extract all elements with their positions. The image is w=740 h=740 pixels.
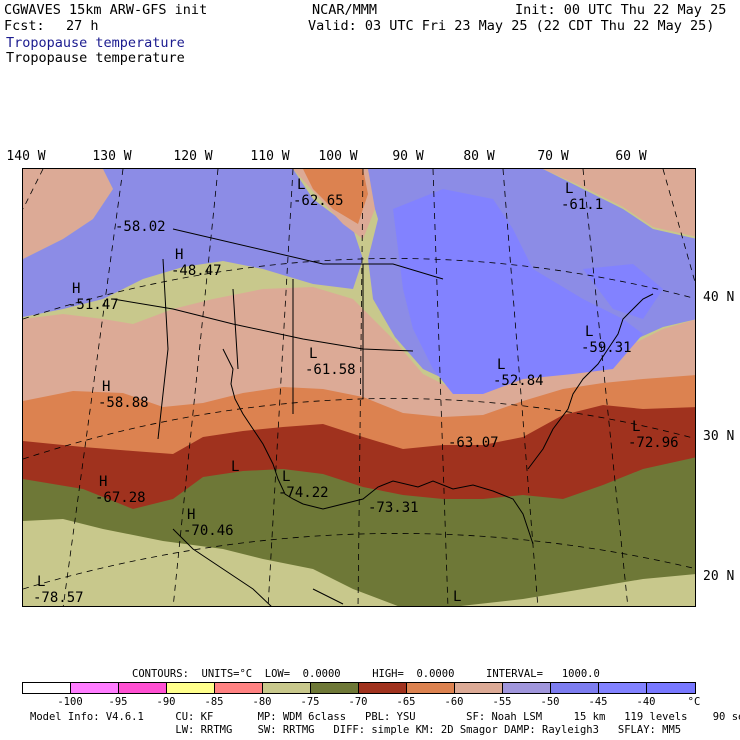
map-value-label: -72.96: [628, 435, 679, 451]
map-panel: L -62.65 L -61.1 -58.02 H -48.47 H -51.47 L -59.31…: [22, 168, 696, 607]
low-marker: L: [297, 177, 306, 193]
colorbar-tick-label: -70: [348, 696, 368, 708]
map-value-label: -67.28: [95, 490, 146, 506]
colorbar-tick-label: -90: [156, 696, 176, 708]
field-title-secondary: Tropopause temperature: [6, 50, 185, 66]
org-label: NCAR/MMM: [312, 2, 378, 18]
longitude-label: 130 W: [92, 149, 132, 164]
low-marker: L: [282, 469, 291, 485]
colorbar-swatch: [23, 683, 71, 693]
colorbar-swatch: [455, 683, 503, 693]
map-value-label: -62.65: [293, 193, 344, 209]
map-value-label: -58.02: [115, 219, 166, 235]
map-value-label: -63.07: [448, 435, 499, 451]
map-value-label: -74.22: [278, 485, 329, 501]
low-marker: L: [565, 181, 574, 197]
valid-time: Valid: 03 UTC Fri 23 May 25 (22 CDT Thu …: [308, 18, 715, 34]
tropopause-temperature-map: [23, 169, 695, 606]
map-value-label: -51.47: [68, 297, 119, 313]
high-marker: H: [187, 507, 196, 523]
colorbar-tick-label: °C: [687, 696, 701, 708]
longitude-label: 110 W: [250, 149, 290, 164]
colorbar-swatch: [311, 683, 359, 693]
map-value-label: -61.58: [305, 362, 356, 378]
colorbar-swatch: [167, 683, 215, 693]
model-info-line1: Model Info: V4.6.1 CU: KF MP: WDM 6class…: [30, 711, 740, 723]
map-value-label: -58.88: [98, 395, 149, 411]
model-info-line2: LW: RRTMG SW: RRTMG DIFF: simple KM: 2D …: [30, 724, 682, 736]
colorbar-tick-label: -40: [636, 696, 656, 708]
colorbar-swatch: [599, 683, 647, 693]
high-marker: H: [175, 247, 184, 263]
low-marker: L: [453, 589, 462, 605]
colorbar-swatch: [215, 683, 263, 693]
colorbar-swatch: [407, 683, 455, 693]
low-marker: L: [37, 574, 46, 590]
fill-region-pink: [23, 287, 695, 417]
colorbar-swatch: [503, 683, 551, 693]
colorbar-swatch: [359, 683, 407, 693]
longitude-label: 140 W: [6, 149, 46, 164]
longitude-label: 90 W: [392, 149, 424, 164]
longitude-label: 60 W: [615, 149, 647, 164]
colorbar-swatch: [71, 683, 119, 693]
colorbar-tick-label: -65: [396, 696, 416, 708]
map-value-label: -48.47: [171, 263, 222, 279]
fill-region-pink2: [23, 169, 113, 259]
map-value-label: -78.57: [33, 590, 84, 606]
map-value-label: -52.84: [493, 373, 544, 389]
geographic-boundaries: [112, 228, 654, 606]
colorbar-tick-label: -60: [444, 696, 464, 708]
low-marker: L: [309, 346, 318, 362]
colorbar-tick-label: -45: [588, 696, 608, 708]
contours-info: CONTOURS: UNITS=°C LOW= 0.0000 HIGH= 0.0…: [132, 668, 600, 680]
fill-region-blue: [393, 189, 643, 394]
colorbar-tick-label: -85: [204, 696, 224, 708]
longitude-label: 100 W: [318, 149, 358, 164]
colorbar-tick-label: -75: [300, 696, 320, 708]
colorbar-swatch: [263, 683, 311, 693]
fcst-label: Fcst:: [4, 18, 45, 34]
latitude-label: 40 N: [703, 290, 735, 305]
map-value-label: -59.31: [581, 340, 632, 356]
latitude-label: 20 N: [703, 569, 735, 584]
lat-lon-grid: [23, 169, 695, 606]
longitude-label: 120 W: [173, 149, 213, 164]
high-marker: H: [72, 281, 81, 297]
colorbar-tick-label: -95: [108, 696, 128, 708]
low-marker: L: [231, 459, 240, 475]
colorbar: [22, 682, 696, 694]
high-marker: H: [99, 474, 108, 490]
fill-region-red: [23, 397, 695, 509]
colorbar-swatch: [119, 683, 167, 693]
field-title-primary: Tropopause temperature: [6, 35, 185, 51]
colorbar-swatch: [551, 683, 599, 693]
latitude-label: 30 N: [703, 429, 735, 444]
colorbar-tick-label: -80: [252, 696, 272, 708]
colorbar-tick-label: -100: [57, 696, 83, 708]
fill-region-orange2: [303, 169, 368, 224]
model-title: CGWAVES 15km ARW-GFS init: [4, 2, 208, 18]
map-value-label: -70.46: [183, 523, 234, 539]
colorbar-swatch: [647, 683, 695, 693]
colorbar-tick-label: -55: [492, 696, 512, 708]
high-marker: H: [102, 379, 111, 395]
colorbar-tick-label: -50: [540, 696, 560, 708]
longitude-label: 80 W: [463, 149, 495, 164]
longitude-label: 70 W: [537, 149, 569, 164]
fill-region-pink4: [543, 169, 695, 237]
low-marker: L: [585, 324, 594, 340]
low-marker: L: [497, 357, 506, 373]
init-time: Init: 00 UTC Thu 22 May 25: [515, 2, 727, 18]
low-marker: L: [632, 419, 641, 435]
fcst-value: 27 h: [66, 18, 99, 34]
map-value-label: -61.1: [561, 197, 604, 213]
map-value-label: -73.31: [368, 500, 419, 516]
